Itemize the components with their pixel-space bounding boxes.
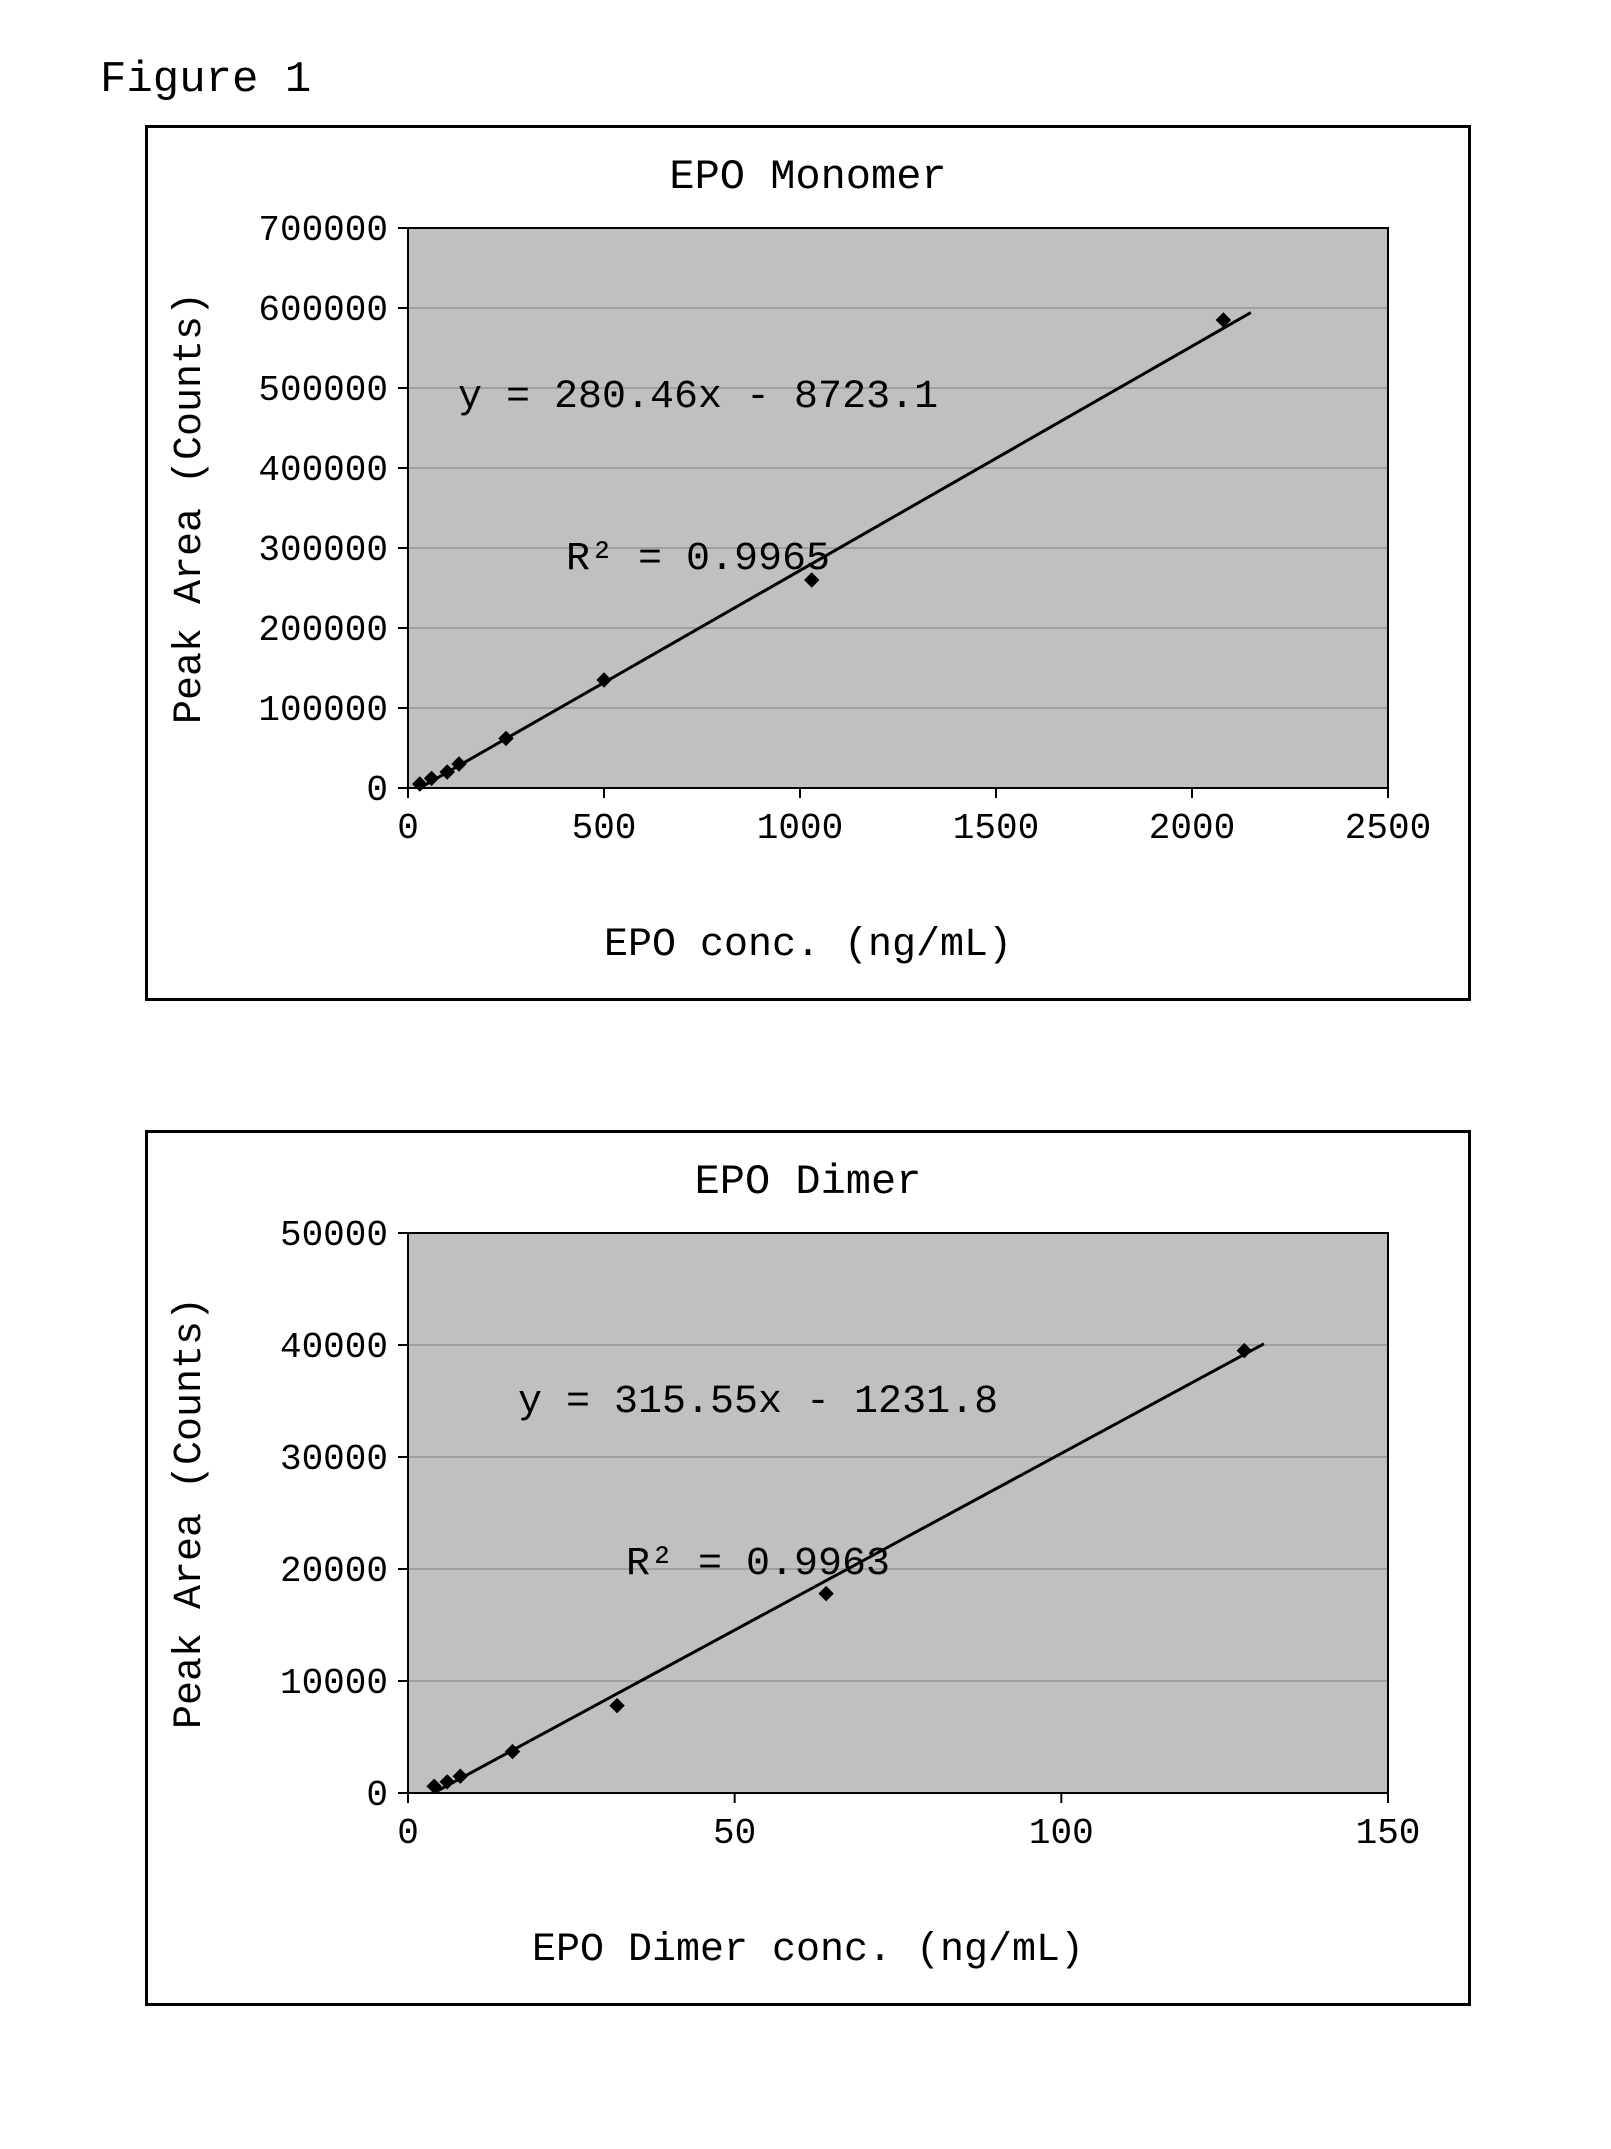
svg-text:10000: 10000 — [280, 1663, 388, 1704]
svg-text:200000: 200000 — [258, 610, 388, 651]
svg-text:1500: 1500 — [953, 808, 1039, 849]
svg-text:1000: 1000 — [757, 808, 843, 849]
equation-line: y = 315.55x - 1231.8 — [518, 1376, 998, 1430]
r-squared-line: R² = 0.9965 — [458, 533, 938, 587]
svg-text:0: 0 — [397, 808, 419, 849]
svg-text:20000: 20000 — [280, 1551, 388, 1592]
svg-text:0: 0 — [366, 1775, 388, 1816]
y-axis-label: Peak Area (Counts) — [168, 1233, 213, 1793]
svg-text:50000: 50000 — [280, 1215, 388, 1256]
equation-line: y = 280.46x - 8723.1 — [458, 371, 938, 425]
svg-text:150: 150 — [1356, 1813, 1421, 1854]
svg-text:600000: 600000 — [258, 290, 388, 331]
svg-text:40000: 40000 — [280, 1327, 388, 1368]
chart-title: EPO Dimer — [148, 1158, 1468, 1206]
figure-label: Figure 1 — [100, 55, 311, 105]
svg-text:700000: 700000 — [258, 210, 388, 251]
svg-text:300000: 300000 — [258, 530, 388, 571]
x-axis-label: EPO Dimer conc. (ng/mL) — [148, 1928, 1468, 1973]
svg-text:30000: 30000 — [280, 1439, 388, 1480]
regression-equation: y = 280.46x - 8723.1 R² = 0.9965 — [458, 263, 938, 695]
chart-panel-dimer: EPO Dimer Peak Area (Counts) 0 10000 20000… — [145, 1130, 1471, 2006]
r-squared-line: R² = 0.9963 — [518, 1538, 998, 1592]
svg-text:100: 100 — [1029, 1813, 1094, 1854]
svg-text:500000: 500000 — [258, 370, 388, 411]
svg-text:2500: 2500 — [1345, 808, 1431, 849]
x-axis-label: EPO conc. (ng/mL) — [148, 923, 1468, 968]
page: Figure 1 EPO Monomer Peak Area (Counts) … — [0, 0, 1611, 2149]
y-axis-label: Peak Area (Counts) — [168, 228, 213, 788]
svg-text:100000: 100000 — [258, 690, 388, 731]
svg-text:0: 0 — [397, 1813, 419, 1854]
svg-text:500: 500 — [572, 808, 637, 849]
regression-equation: y = 315.55x - 1231.8 R² = 0.9963 — [518, 1268, 998, 1700]
svg-text:0: 0 — [366, 770, 388, 811]
chart-title: EPO Monomer — [148, 153, 1468, 201]
svg-text:2000: 2000 — [1149, 808, 1235, 849]
chart-panel-monomer: EPO Monomer Peak Area (Counts) 0 100000 20… — [145, 125, 1471, 1001]
svg-text:400000: 400000 — [258, 450, 388, 491]
svg-text:50: 50 — [713, 1813, 756, 1854]
